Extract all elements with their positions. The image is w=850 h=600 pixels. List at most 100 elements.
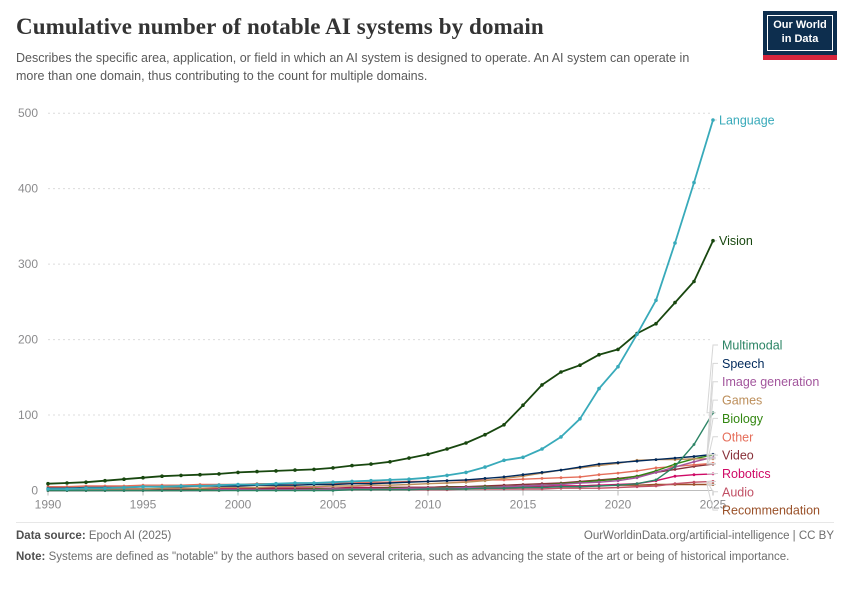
data-point	[84, 486, 88, 491]
data-point	[578, 465, 582, 469]
data-point	[483, 465, 487, 469]
data-point	[160, 474, 164, 479]
series-line-language[interactable]	[48, 119, 714, 490]
data-point	[350, 484, 354, 488]
data-point	[578, 481, 582, 485]
data-point	[635, 459, 639, 463]
series-label-recommendation[interactable]: Recommendation	[722, 504, 820, 518]
data-point	[616, 364, 620, 369]
series-vision[interactable]	[46, 238, 715, 486]
data-point	[274, 469, 278, 473]
data-point	[673, 300, 677, 305]
series-label-vision[interactable]: Vision	[719, 234, 753, 248]
data-point	[635, 485, 639, 489]
label-connector-other	[706, 436, 718, 464]
data-point	[635, 469, 639, 473]
x-axis-label-2005: 2005	[320, 498, 347, 512]
data-point	[502, 458, 506, 463]
data-point	[255, 489, 259, 492]
data-point	[217, 483, 221, 488]
series-line-speech[interactable]	[48, 453, 714, 489]
data-point	[578, 485, 582, 489]
series-label-speech[interactable]: Speech	[722, 357, 764, 371]
data-point	[236, 470, 240, 475]
data-point	[540, 471, 544, 474]
data-point	[578, 363, 582, 368]
data-point	[692, 455, 696, 458]
data-point	[331, 489, 335, 492]
data-point	[502, 486, 506, 490]
attribution-link[interactable]: OurWorldinData.org/artificial-intelligen…	[583, 530, 834, 542]
data-point	[179, 489, 183, 492]
data-point	[312, 489, 316, 492]
data-point	[673, 482, 677, 486]
data-point	[407, 480, 411, 484]
label-connector-biology	[706, 417, 718, 456]
data-point	[426, 487, 430, 491]
series-line-games[interactable]	[48, 458, 713, 491]
data-point	[141, 489, 145, 492]
x-axis-label-2025: 2025	[700, 498, 727, 512]
data-point	[673, 465, 677, 468]
data-point	[369, 488, 373, 492]
data-point	[540, 477, 544, 480]
data-point	[445, 447, 449, 451]
series-label-image-generation[interactable]: Image generation	[722, 375, 819, 389]
data-point	[692, 457, 696, 461]
series-label-language[interactable]: Language	[719, 113, 775, 127]
data-point	[597, 462, 601, 466]
owid-logo[interactable]: Our World in Data	[763, 11, 837, 60]
chart-note: Note: Systems are defined as "notable" b…	[16, 549, 834, 566]
series-line-multimodal[interactable]	[48, 412, 714, 492]
series-label-other[interactable]: Other	[722, 430, 753, 444]
label-connector-recommendation	[706, 483, 718, 511]
series-label-biology[interactable]: Biology	[722, 412, 764, 426]
data-point	[445, 479, 449, 483]
series-line-video[interactable]	[48, 463, 714, 492]
data-point	[635, 476, 639, 480]
series-multimodal[interactable]	[46, 411, 715, 492]
owid-logo-red-bar	[763, 54, 837, 60]
series-label-games[interactable]: Games	[722, 394, 762, 408]
x-axis-label-2010: 2010	[415, 498, 442, 512]
data-point	[65, 481, 69, 485]
series-label-multimodal[interactable]: Multimodal	[722, 339, 782, 353]
data-point	[521, 455, 525, 460]
data-point	[521, 473, 525, 477]
series-label-audio[interactable]: Audio	[722, 485, 754, 499]
data-point	[654, 478, 658, 482]
data-point	[654, 471, 658, 474]
data-point	[445, 473, 449, 478]
data-point	[692, 460, 696, 464]
data-point	[445, 487, 449, 491]
data-point	[616, 486, 620, 489]
series-line-vision[interactable]	[47, 240, 714, 485]
data-point	[521, 486, 525, 489]
data-point	[141, 475, 145, 480]
x-axis-label-2000: 2000	[225, 498, 252, 512]
data-point	[654, 298, 658, 303]
series-label-video[interactable]: Video	[722, 449, 754, 463]
data-point	[217, 472, 221, 476]
data-point	[616, 461, 620, 464]
series-label-robotics[interactable]: Robotics	[722, 467, 771, 481]
data-point	[559, 435, 563, 439]
data-point	[407, 477, 411, 482]
series-line-other[interactable]	[48, 462, 714, 488]
data-point	[426, 480, 430, 483]
x-axis-label-1995: 1995	[130, 498, 157, 512]
page-subtitle: Describes the specific area, application…	[16, 51, 690, 84]
data-point	[274, 481, 278, 486]
data-point	[597, 386, 601, 391]
data-point	[65, 487, 69, 491]
data-point	[122, 489, 126, 492]
note-text: Systems are defined as "notable" by the …	[45, 551, 790, 563]
data-point	[369, 462, 373, 466]
data-point	[540, 483, 544, 487]
data-point	[84, 480, 88, 485]
data-point	[464, 470, 468, 475]
data-point	[103, 486, 107, 491]
data-point	[255, 486, 259, 489]
data-point	[559, 485, 563, 489]
series-language[interactable]	[46, 118, 715, 491]
